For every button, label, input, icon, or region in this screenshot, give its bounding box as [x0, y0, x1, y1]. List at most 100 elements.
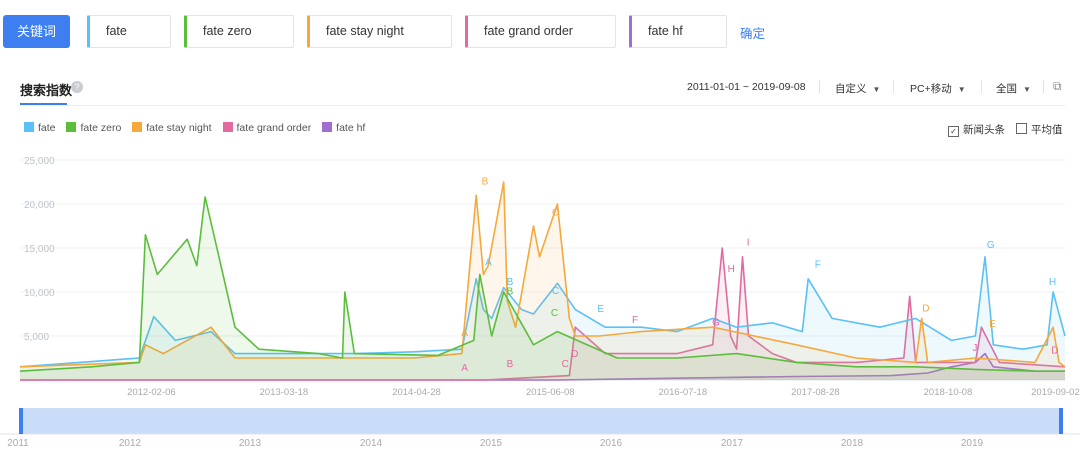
caret-down-icon: ▼	[1023, 85, 1031, 94]
annotation-marker: F	[815, 259, 821, 270]
legend-label: fate hf	[336, 122, 366, 134]
series-line-fate-hf	[20, 352, 1065, 381]
legend-item-fate-grand-order[interactable]: fate grand order	[222, 122, 312, 134]
legend-swatch	[222, 122, 233, 132]
x-tick-label: 2017-08-28	[791, 387, 840, 398]
navigator-handle-right	[1059, 408, 1063, 434]
news-checkbox[interactable]: ✓ 新闻头条	[948, 122, 1005, 137]
legend-label: fate	[38, 122, 56, 134]
checkbox-unchecked-icon	[1016, 123, 1027, 134]
news-checkbox-label: 新闻头条	[963, 124, 1005, 136]
legend-item-fate-zero[interactable]: fate zero	[66, 122, 121, 134]
help-icon[interactable]: ?	[71, 81, 83, 93]
annotation-marker: E	[597, 304, 604, 315]
keyword-chip-fate-grand-order[interactable]: fate grand order	[465, 15, 616, 48]
legend-swatch	[322, 122, 333, 132]
x-tick-label: 2015-06-08	[526, 387, 575, 398]
legend-swatch	[66, 122, 77, 132]
navigator-year-label: 2012	[119, 438, 142, 449]
custom-dropdown[interactable]: 自定义 ▼	[835, 81, 880, 96]
annotation-marker: D	[922, 303, 929, 314]
series-line-fate-stay-night	[19, 181, 1066, 368]
series-area-fate-hf	[20, 353, 1065, 380]
navigator-year-label: 2017	[721, 438, 744, 449]
navigator-year-label: 2019	[961, 438, 984, 449]
annotation-marker: B	[507, 277, 514, 288]
annotation-marker: C	[552, 207, 559, 218]
date-range[interactable]: 2011-01-01 ~ 2019-09-08	[687, 81, 806, 93]
navigator-year-label: 2018	[841, 438, 864, 449]
keyword-button[interactable]: 关键词	[3, 15, 70, 48]
keyword-chip-fate-hf[interactable]: fate hf	[629, 15, 727, 48]
platform-dropdown[interactable]: PC+移动 ▼	[910, 81, 966, 96]
external-link-icon[interactable]: ⧉	[1053, 79, 1062, 93]
legend-item-fate[interactable]: fate	[24, 122, 56, 134]
keyword-chip-fate-stay-night[interactable]: fate stay night	[307, 15, 452, 48]
y-tick-label: 20,000	[24, 200, 55, 211]
navigator-year-label: 2013	[239, 438, 262, 449]
search-index-panel	[0, 66, 1080, 465]
region-label: 全国	[996, 83, 1017, 95]
legend: fate fate zero fate stay night fate gran…	[24, 122, 373, 134]
confirm-link[interactable]: 确定	[740, 27, 766, 41]
y-tick-label: 5,000	[24, 332, 49, 343]
average-checkbox-label: 平均值	[1031, 124, 1063, 136]
annotation-marker: B	[482, 177, 489, 188]
annotation-marker: J	[972, 343, 977, 354]
annotation-marker: A	[461, 363, 468, 374]
x-tick-label: 2012-02-06	[127, 387, 176, 398]
navigator-year-label: 2016	[600, 438, 623, 449]
x-tick-label: 2014-04-28	[392, 387, 441, 398]
annotation-marker: B	[507, 359, 514, 370]
annotation-marker: C	[551, 308, 558, 319]
annotation-marker: D	[571, 349, 578, 360]
annotation-marker: G	[987, 240, 995, 251]
annotation-marker: D	[1051, 346, 1058, 357]
platform-label: PC+移动	[910, 83, 952, 95]
x-tick-label: 2013-03-18	[260, 387, 309, 398]
annotation-marker: A	[485, 258, 492, 269]
annotation-marker: E	[989, 319, 996, 330]
annotation-marker: G	[712, 317, 720, 328]
series-area-fate	[20, 256, 1065, 380]
y-tick-label: 10,000	[24, 288, 55, 299]
x-tick-label: 2019-09-02	[1031, 387, 1080, 398]
legend-item-fate-hf[interactable]: fate hf	[322, 122, 365, 134]
y-tick-label: 25,000	[24, 156, 55, 167]
divider	[893, 80, 894, 93]
legend-swatch	[24, 122, 34, 132]
legend-label: fate grand order	[236, 122, 312, 134]
annotation-marker: F	[632, 315, 638, 326]
keyword-bar: 关键词 fate fate zero fate stay night fate …	[0, 0, 1080, 66]
navigator-handle-left	[19, 408, 23, 434]
annotation-marker: I	[747, 237, 750, 248]
annotation-marker: H	[728, 264, 735, 275]
navigator-year-label: 2014	[360, 438, 383, 449]
divider	[20, 105, 1065, 106]
series-line-fate	[19, 256, 1066, 368]
average-checkbox[interactable]: 平均值	[1016, 122, 1063, 137]
series-area-fate-grand-order	[20, 248, 1065, 380]
x-tick-label: 2016-07-18	[659, 387, 708, 398]
legend-item-fate-stay-night[interactable]: fate stay night	[132, 122, 212, 134]
legend-swatch	[132, 122, 143, 132]
region-dropdown[interactable]: 全国 ▼	[996, 81, 1031, 96]
keyword-chip-fate[interactable]: fate	[87, 15, 171, 48]
tab-underline	[20, 103, 67, 105]
caret-down-icon: ▼	[957, 85, 966, 94]
custom-label: 自定义	[835, 83, 867, 95]
series-area-fate-zero	[20, 197, 1065, 380]
navigator-range	[20, 408, 1063, 434]
annotation-marker: B	[507, 287, 514, 298]
caret-down-icon: ▼	[872, 85, 881, 94]
keyword-chip-fate-zero[interactable]: fate zero	[184, 15, 294, 48]
divider	[819, 80, 820, 93]
annotation-marker: C	[552, 286, 559, 297]
x-tick-label: 2018-10-08	[924, 387, 973, 398]
checkbox-checked-icon: ✓	[948, 126, 959, 137]
annotation-marker: A	[461, 328, 468, 339]
tab-search-index[interactable]: 搜索指数	[20, 83, 73, 98]
y-tick-label: 15,000	[24, 244, 55, 255]
annotation-marker: C	[562, 359, 569, 370]
